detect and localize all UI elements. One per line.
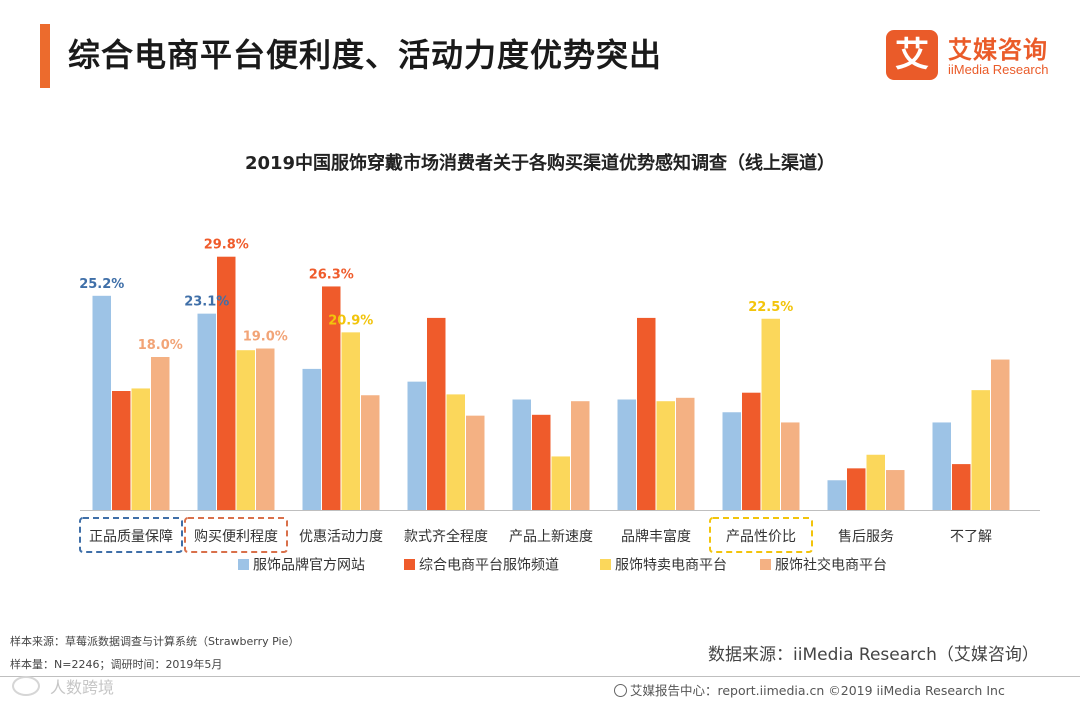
category-label: 购买便利程度 [194, 529, 278, 545]
bar [866, 454, 885, 510]
legend-label: 综合电商平台服饰频道 [419, 558, 559, 574]
bar [827, 480, 846, 510]
logo-english-name: iiMedia Research [948, 62, 1049, 77]
bar [112, 391, 131, 510]
legend-label: 服饰品牌官方网站 [253, 557, 365, 574]
category-highlight-box [79, 517, 183, 553]
bar [512, 399, 531, 510]
data-label: 19.0% [243, 330, 288, 345]
bar [781, 422, 800, 510]
chart-title: 2019中国服饰穿戴市场消费者关于各购买渠道优势感知调查（线上渠道） [244, 153, 836, 174]
category-highlight-box [709, 517, 813, 553]
bar [361, 395, 380, 510]
bar [617, 399, 636, 510]
iimedia-logo[interactable]: 艾 艾媒咨询 iiMedia Research [886, 26, 1066, 86]
bar [131, 388, 150, 510]
bar [722, 412, 741, 510]
legend-swatch [404, 559, 415, 570]
bar [742, 392, 761, 510]
bar [991, 359, 1010, 510]
bar-chart: 25.2% 18.0% 23.1% 29.8% 19.0% 26.3% 20.9% 22.5%… [79, 238, 1040, 574]
category-label: 优惠活动力度 [299, 529, 383, 545]
bar [847, 468, 866, 510]
category-label: 不了解 [950, 529, 992, 545]
bar [932, 422, 951, 510]
bar [322, 286, 341, 510]
bar [446, 394, 465, 510]
bar [217, 256, 236, 510]
globe-icon [614, 684, 627, 697]
watermark-text: 人数跨境 [50, 678, 115, 697]
footnotes: 样本来源：草莓派数据调查与计算系统（Strawberry Pie） 样本量：N=… [10, 630, 299, 676]
category-label: 正品质量保障 [89, 529, 173, 545]
bar [656, 401, 675, 510]
bar [637, 317, 656, 510]
category-highlight-box [184, 517, 288, 553]
title-accent-bar [40, 24, 50, 88]
category-label: 品牌丰富度 [621, 528, 691, 545]
report-center-footer[interactable]: 艾媒报告中心：report.iimedia.cn ©2019 iiMedia R… [614, 680, 1005, 699]
data-label: 20.9% [328, 313, 373, 328]
bar [197, 313, 216, 510]
legend-swatch [600, 559, 611, 570]
watermark-logo-icon [12, 676, 40, 696]
legend-label: 服饰社交电商平台 [775, 557, 887, 574]
sample-size-note: 样本量：N=2246；调研时间：2019年5月 [10, 658, 223, 671]
footer-divider [0, 676, 1080, 677]
data-label: 22.5% [748, 300, 793, 315]
category-label: 售后服务 [838, 529, 894, 545]
bar [341, 332, 360, 510]
legend-swatch [238, 559, 249, 570]
legend-label: 服饰特卖电商平台 [615, 558, 727, 574]
bar [151, 357, 170, 510]
bar [236, 350, 255, 510]
page-title: 综合电商平台便利度、活动力度优势突出 [68, 36, 663, 74]
data-label: 25.2% [79, 277, 124, 292]
bar [551, 456, 570, 510]
bar [886, 470, 905, 510]
report-center-text: 艾媒报告中心：report.iimedia.cn ©2019 iiMedia R… [630, 683, 1005, 698]
bar [761, 318, 780, 510]
data-label: 29.8% [204, 238, 249, 253]
category-label: 款式齐全程度 [404, 528, 488, 545]
bar [971, 390, 990, 510]
bar [92, 295, 111, 510]
bar [532, 414, 551, 510]
category-label: 产品性价比 [726, 529, 796, 545]
logo-chinese-name: 艾媒咨询 [948, 36, 1048, 64]
data-label: 18.0% [138, 338, 183, 353]
bar [676, 397, 695, 510]
sample-source-note: 样本来源：草莓派数据调查与计算系统（Strawberry Pie） [10, 635, 300, 648]
category-label: 产品上新速度 [509, 529, 593, 545]
bar [427, 317, 446, 510]
bar [571, 401, 590, 510]
data-source: 数据来源：iiMedia Research（艾媒咨询） [708, 645, 1039, 665]
legend-swatch [760, 559, 771, 570]
bar [407, 381, 426, 510]
bar [466, 415, 485, 510]
logo-mark-icon: 艾 [886, 30, 938, 80]
bar [952, 464, 971, 510]
bar [256, 348, 275, 510]
data-label: 23.1% [184, 295, 229, 310]
data-label: 26.3% [309, 267, 354, 282]
bar [302, 368, 321, 510]
